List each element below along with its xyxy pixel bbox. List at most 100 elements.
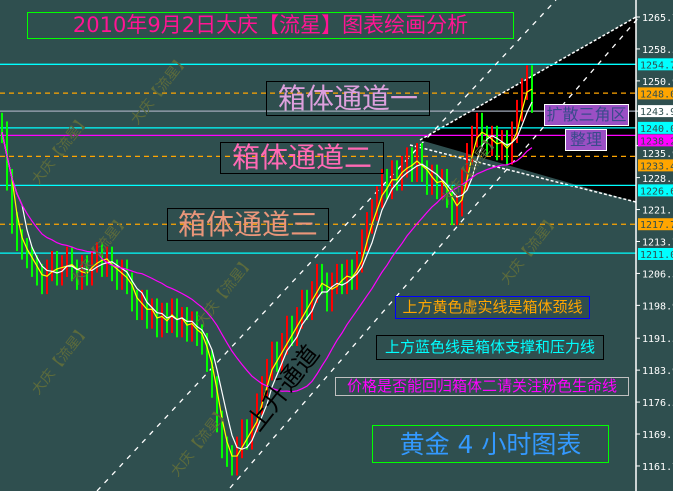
price-bar bbox=[406, 147, 408, 178]
axis-tick-label: 1258.30 bbox=[642, 45, 673, 56]
price-bar bbox=[246, 419, 248, 450]
note-pink-line: 价格是否能回归箱体二请关注粉色生命线 bbox=[335, 377, 629, 396]
price-bar bbox=[1, 112, 3, 144]
timeframe-label: 黄金 4 小时图表 bbox=[372, 425, 609, 463]
price-bar bbox=[191, 311, 193, 342]
price-badge-label: 1248.06 bbox=[640, 89, 673, 100]
note-yellow-line: 上方黄色虚实线是箱体颈线 bbox=[395, 296, 590, 319]
box-channel-2-label: 箱体通道二 bbox=[220, 142, 384, 174]
price-bar bbox=[261, 376, 263, 416]
moving-average-5 bbox=[1, 101, 533, 450]
price-bar bbox=[26, 238, 28, 269]
price-badge bbox=[638, 134, 673, 147]
price-bar bbox=[201, 324, 203, 355]
price-bar bbox=[141, 289, 143, 321]
price-bar bbox=[526, 65, 528, 100]
price-bar bbox=[451, 186, 453, 226]
price-badge-label: 1211.00 bbox=[640, 250, 673, 261]
box-channel-3-label: 箱体通道三 bbox=[167, 208, 329, 241]
price-bar bbox=[426, 160, 428, 195]
price-bar bbox=[161, 302, 163, 338]
price-bar bbox=[231, 445, 233, 476]
price-badge-label: 1240.02 bbox=[640, 124, 673, 135]
price-bar bbox=[366, 212, 368, 251]
price-bar bbox=[41, 263, 43, 295]
price-bar bbox=[266, 358, 268, 398]
axis-tick-label: 1265.70 bbox=[642, 13, 673, 24]
price-bar bbox=[66, 246, 68, 277]
price-bar bbox=[376, 186, 378, 221]
price-bar bbox=[301, 289, 303, 329]
price-badge-label: 1238.28 bbox=[640, 136, 673, 147]
price-bar bbox=[226, 436, 228, 467]
price-bar bbox=[206, 333, 208, 372]
price-bar bbox=[86, 255, 88, 286]
price-bar bbox=[51, 250, 53, 282]
box-channel-1-label: 箱体通道一 bbox=[266, 81, 430, 116]
axis-tick-label: 1206.30 bbox=[642, 269, 673, 280]
price-bar bbox=[31, 246, 33, 277]
price-bar bbox=[21, 229, 23, 260]
price-bar bbox=[46, 259, 48, 295]
triangle-label: 扩散三角区 bbox=[544, 104, 629, 126]
price-bar bbox=[491, 125, 493, 157]
price-bar bbox=[396, 160, 398, 191]
axis-tick-label: 1183.90 bbox=[642, 366, 673, 377]
price-bar bbox=[471, 125, 473, 165]
price-badge bbox=[638, 247, 673, 260]
price-bar bbox=[11, 168, 13, 234]
price-bar bbox=[476, 112, 478, 148]
price-bar bbox=[151, 298, 153, 329]
price-badge-label: 1233.41 bbox=[640, 161, 673, 172]
price-bar bbox=[276, 341, 278, 372]
price-bar bbox=[71, 246, 73, 282]
triangle-upper-edge bbox=[419, 16, 637, 141]
price-bar bbox=[431, 164, 433, 195]
channel-line-lower bbox=[229, 15, 641, 489]
axis-tick-label: 1198.90 bbox=[642, 301, 673, 312]
price-bar bbox=[461, 168, 463, 217]
price-badge bbox=[638, 87, 673, 100]
price-bar bbox=[131, 272, 133, 312]
price-bar bbox=[81, 255, 83, 290]
price-bar bbox=[521, 78, 523, 122]
price-bar bbox=[381, 168, 383, 208]
price-bar bbox=[256, 393, 258, 433]
price-bar bbox=[56, 250, 58, 286]
price-badge-label: 1226.69 bbox=[640, 186, 673, 197]
price-bar bbox=[121, 259, 123, 290]
price-bar bbox=[181, 307, 183, 338]
price-bar bbox=[291, 315, 293, 346]
price-bar bbox=[96, 242, 98, 273]
price-badge-label: 1243.90 bbox=[640, 107, 673, 118]
price-bar bbox=[386, 168, 388, 200]
price-bar bbox=[221, 410, 223, 459]
price-bar bbox=[341, 263, 343, 295]
axis-tick-label: 1228.50 bbox=[642, 174, 673, 185]
price-bar bbox=[481, 112, 483, 148]
price-bar bbox=[336, 263, 338, 295]
price-bar bbox=[216, 376, 218, 433]
price-bar bbox=[321, 263, 323, 295]
price-badge bbox=[638, 184, 673, 197]
axis-tick-label: 1213.70 bbox=[642, 237, 673, 248]
axis-tick-label: 1235.90 bbox=[642, 149, 673, 160]
price-bar bbox=[106, 246, 108, 277]
price-bar bbox=[241, 419, 243, 459]
price-bar bbox=[316, 263, 318, 303]
price-bar bbox=[421, 143, 423, 182]
price-bar bbox=[331, 272, 333, 312]
price-badge-label: 1254.74 bbox=[640, 60, 673, 71]
price-bar bbox=[516, 99, 518, 144]
price-bar bbox=[136, 289, 138, 321]
price-bar bbox=[36, 255, 38, 286]
price-bar bbox=[416, 143, 418, 182]
price-bar bbox=[486, 125, 488, 157]
price-bar bbox=[211, 350, 213, 398]
price-badge-label: 1217.70 bbox=[640, 220, 673, 231]
price-bar bbox=[16, 212, 18, 251]
axis-tick-label: 1221.10 bbox=[642, 206, 673, 217]
price-bar bbox=[101, 242, 103, 277]
axis-tick-label: 1176.50 bbox=[642, 398, 673, 409]
